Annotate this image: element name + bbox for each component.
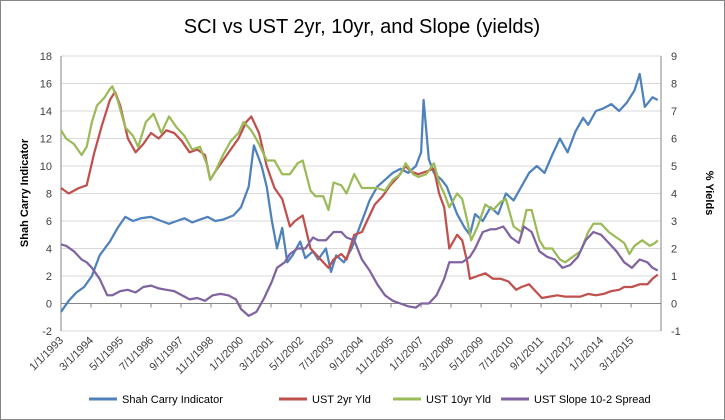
y2-tick-label: 2	[671, 244, 677, 256]
y-tick-label: 4	[46, 244, 52, 256]
y2-tick-label: 3	[671, 216, 677, 228]
y-tick-label: 16	[40, 79, 52, 91]
chart-title: SCI vs UST 2yr, 10yr, and Slope (yields)	[184, 16, 540, 38]
legend-label: Shah Carry Indicator	[122, 394, 223, 406]
y-tick-label: 8	[46, 189, 52, 201]
legend-label: UST Slope 10-2 Spread	[534, 394, 651, 406]
series-line-3	[60, 225, 659, 318]
axes: -2024681012141618-101234567891/1/19933/1…	[27, 51, 680, 377]
y-tick-label: 18	[40, 51, 52, 63]
y2-tick-label: 7	[671, 106, 677, 118]
y2-tick-label: 5	[671, 161, 677, 173]
y-tick-label: 6	[46, 216, 52, 228]
y2-tick-label: 0	[671, 299, 677, 311]
y-tick-label: 14	[40, 106, 52, 118]
legend-label: UST 2yr Yld	[312, 394, 371, 406]
y2-tick-label: 6	[671, 134, 677, 146]
gridlines	[61, 55, 661, 332]
legend: Shah Carry Indicator UST 2yr Yld UST 10yr …	[89, 394, 651, 406]
series-line-2	[60, 85, 659, 264]
left-axis-title: Shah Carry Indicator	[19, 138, 31, 247]
series-lines	[60, 72, 659, 318]
right-axis-title: % Yields	[703, 171, 715, 216]
legend-label: UST 10yr Yld	[426, 394, 491, 406]
y2-tick-label: 8	[671, 79, 677, 91]
y-tick-label: 12	[40, 134, 52, 146]
y-tick-label: -2	[42, 326, 52, 338]
series-line-1	[60, 90, 659, 300]
y-tick-label: 2	[46, 271, 52, 283]
y2-tick-label: -1	[671, 326, 681, 338]
series-line-0	[60, 72, 659, 313]
y2-tick-label: 4	[671, 189, 677, 201]
y-tick-label: 0	[46, 299, 52, 311]
y-tick-label: 10	[40, 161, 52, 173]
y2-tick-label: 9	[671, 51, 677, 63]
y2-tick-label: 1	[671, 271, 677, 283]
